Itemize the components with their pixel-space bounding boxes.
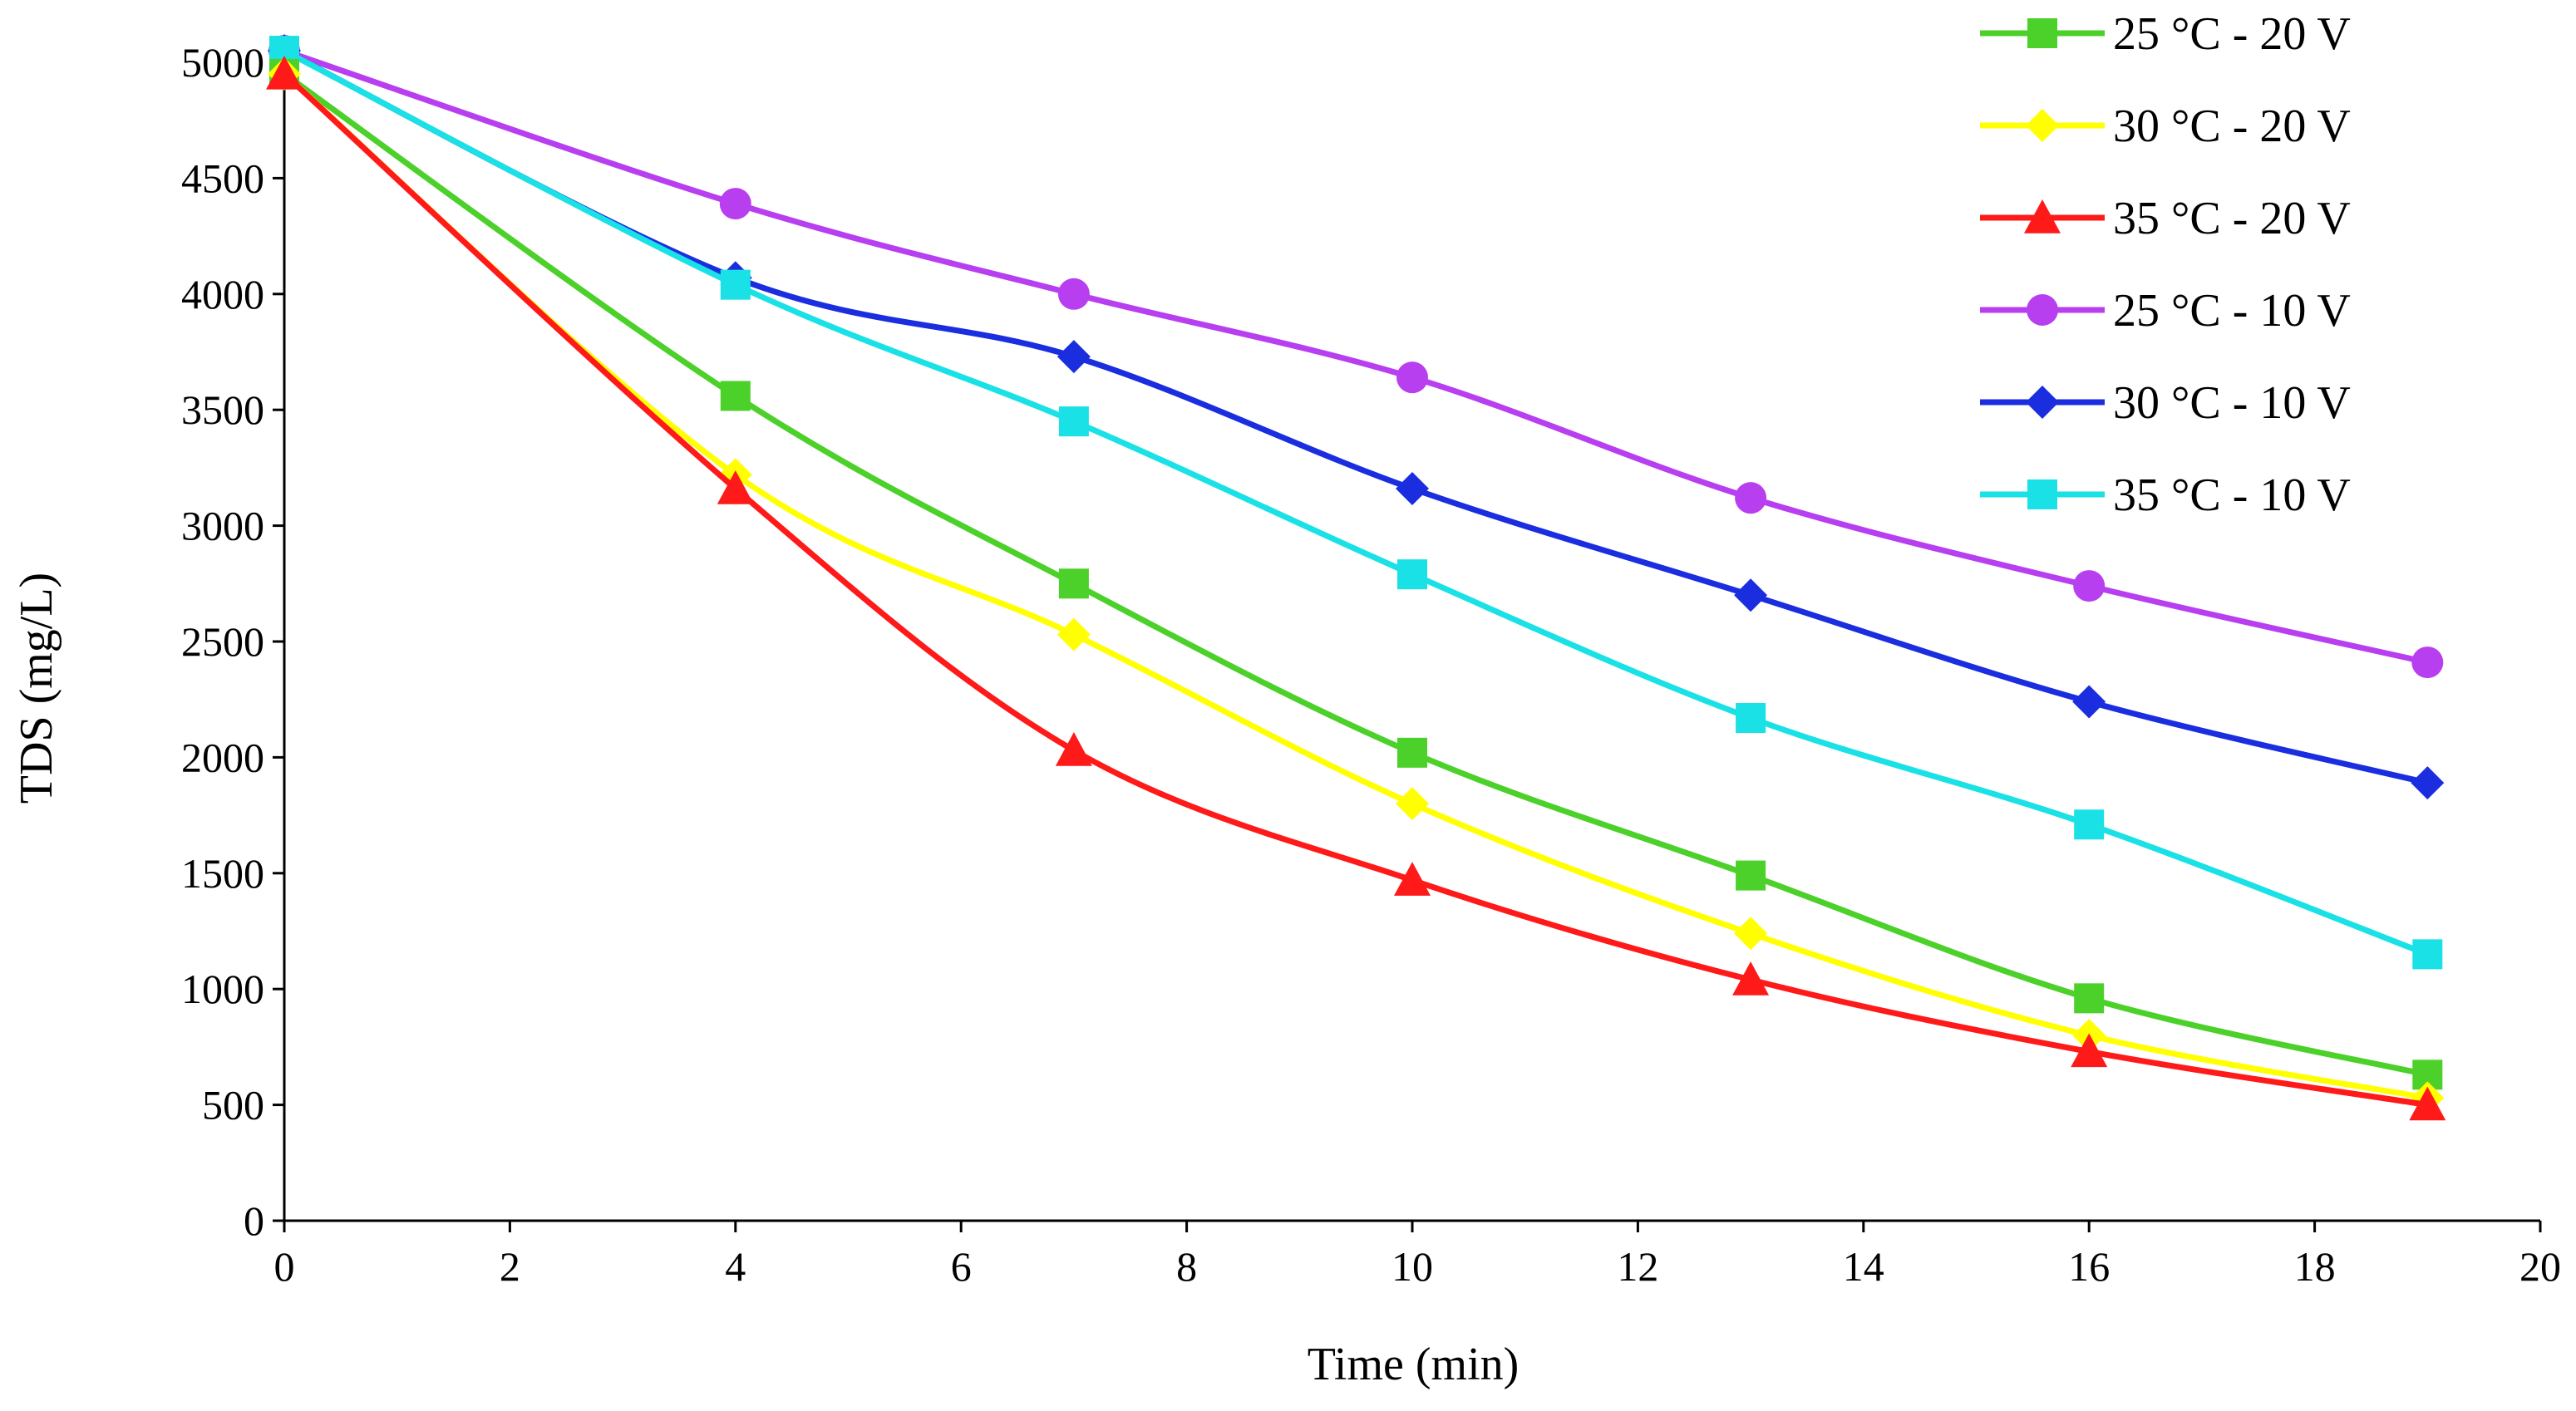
legend-label: 35 °C - 10 V: [2113, 470, 2351, 521]
data-point: [1734, 917, 1768, 951]
data-point: [1736, 703, 1766, 734]
data-point: [1397, 737, 1427, 768]
legend-label: 30 °C - 10 V: [2113, 377, 2351, 429]
legend-marker: [2024, 199, 2061, 234]
x-tick-label: 14: [1843, 1243, 1884, 1290]
x-tick-label: 18: [2294, 1243, 2336, 1290]
data-point: [2411, 647, 2444, 679]
x-axis-title: Time (min): [1308, 1339, 1519, 1390]
data-point: [719, 188, 751, 220]
data-point: [2071, 1033, 2108, 1068]
y-tick-label: 2000: [181, 734, 264, 780]
series-layer: [266, 34, 2446, 1121]
data-point: [1058, 568, 1089, 599]
legend-marker: [2026, 109, 2059, 142]
series-line: [283, 47, 2429, 666]
y-tick-label: 4000: [181, 271, 264, 317]
data-point: [2412, 939, 2443, 970]
legend-label: 30 °C - 20 V: [2113, 101, 2351, 152]
legend-entry: 30 °C - 10 V: [1980, 377, 2351, 429]
data-point: [1057, 278, 1090, 310]
data-point: [1397, 559, 1427, 590]
axes: 0 500 1000 1500 2000 2500 3000 3500 4000 4500 5000…: [181, 39, 2561, 1290]
legend-entry: 30 °C - 20 V: [1980, 101, 2351, 152]
legend-marker: [2027, 18, 2057, 48]
series-line: [283, 47, 2429, 957]
x-tick-label: 0: [274, 1243, 295, 1290]
legend: 25 °C - 20 V 30 °C - 20 V 35 °C - 20 V 25 °…: [1980, 8, 2351, 521]
data-point: [2074, 809, 2105, 840]
data-point: [266, 55, 303, 90]
data-point: [2411, 766, 2445, 800]
y-tick-label: 5000: [181, 39, 264, 86]
y-tick-label: 500: [202, 1082, 264, 1128]
x-tick-label: 16: [2068, 1243, 2110, 1290]
x-tick-label: 10: [1391, 1243, 1433, 1290]
x-tick-label: 20: [2519, 1243, 2561, 1290]
data-point: [1735, 482, 1767, 514]
data-point: [1055, 732, 1092, 766]
data-point: [1394, 862, 1431, 896]
data-point: [2409, 1086, 2446, 1121]
data-point: [1057, 340, 1091, 374]
x-tick-label: 2: [500, 1243, 520, 1290]
legend-entry: 25 °C - 20 V: [1980, 8, 2351, 60]
x-tick-label: 6: [951, 1243, 972, 1290]
legend-entry: 25 °C - 10 V: [1980, 285, 2351, 337]
data-point: [720, 381, 751, 411]
x-tick-label: 8: [1176, 1243, 1197, 1290]
legend-marker: [2027, 479, 2057, 509]
series-line: [282, 71, 2428, 1101]
series-2: [266, 55, 2446, 1121]
data-point: [1736, 860, 1766, 891]
data-point: [1732, 961, 1770, 996]
y-tick-label: 1000: [181, 966, 264, 1012]
y-axis-title: TDS (mg/L): [11, 573, 62, 804]
y-tick-label: 2500: [181, 618, 264, 665]
data-point: [720, 269, 751, 300]
legend-marker: [2027, 294, 2058, 326]
data-point: [1396, 471, 1429, 505]
data-point: [1396, 361, 1428, 394]
y-tick-label: 3500: [181, 386, 264, 433]
data-point: [1057, 617, 1091, 651]
y-tick-label: 4500: [181, 155, 264, 201]
legend-label: 25 °C - 10 V: [2113, 285, 2351, 337]
data-point: [2073, 570, 2106, 602]
y-tick-label: 0: [244, 1197, 264, 1244]
data-point: [2072, 685, 2106, 719]
y-tick-label: 1500: [181, 850, 264, 897]
series-line: [282, 71, 2429, 1078]
legend-label: 25 °C - 20 V: [2113, 8, 2351, 60]
data-point: [1396, 787, 1429, 821]
y-tick-label: 3000: [181, 503, 264, 549]
data-point: [1734, 578, 1768, 612]
data-point: [1058, 406, 1089, 437]
x-tick-label: 12: [1617, 1243, 1658, 1290]
legend-label: 35 °C - 20 V: [2113, 193, 2351, 244]
legend-entry: 35 °C - 20 V: [1980, 193, 2351, 244]
data-point: [2074, 983, 2105, 1014]
x-tick-label: 4: [725, 1243, 746, 1290]
data-point: [717, 470, 754, 504]
legend-entry: 35 °C - 10 V: [1980, 470, 2351, 521]
legend-marker: [2026, 386, 2059, 419]
